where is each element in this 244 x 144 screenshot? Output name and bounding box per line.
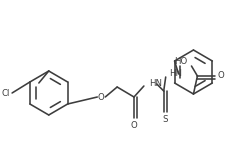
Text: HO: HO (174, 57, 187, 67)
Text: Cl: Cl (2, 89, 10, 97)
Text: O: O (98, 92, 105, 102)
Text: O: O (217, 72, 224, 80)
Text: O: O (131, 121, 137, 130)
Text: HN: HN (169, 70, 182, 78)
Text: HN: HN (149, 79, 162, 89)
Text: S: S (162, 115, 167, 124)
